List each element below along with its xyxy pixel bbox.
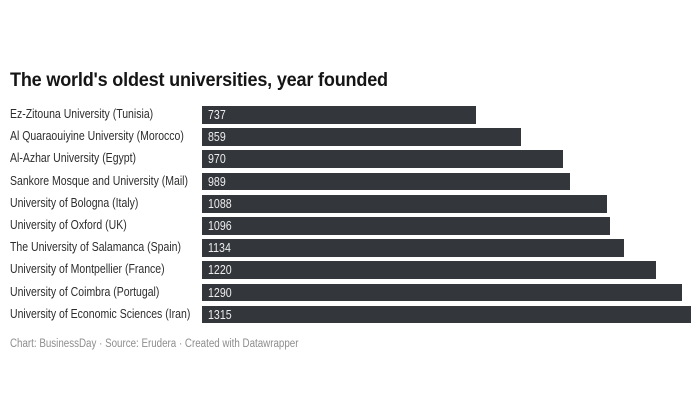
value-label: 1315 bbox=[208, 307, 232, 322]
category-label: University of Coimbra (Portugal) bbox=[10, 284, 160, 299]
value-label: 859 bbox=[208, 130, 226, 145]
category-label: The University of Salamanca (Spain) bbox=[10, 240, 181, 255]
value-label: 970 bbox=[208, 152, 226, 167]
category-label: Ez-Zitouna University (Tunisia) bbox=[10, 107, 154, 121]
chart-row: Sankore Mosque and University (Mail) 989 bbox=[0, 172, 700, 195]
chart-row: University of Economic Sciences (Iran) 13… bbox=[0, 305, 700, 328]
value-label: 1220 bbox=[208, 263, 232, 278]
bar: 737 bbox=[202, 106, 477, 124]
chart-row: Al-Azhar University (Egypt) 970 bbox=[0, 150, 700, 172]
chart-row: University of Bologna (Italy) 1088 bbox=[0, 194, 700, 217]
value-label: 989 bbox=[208, 174, 226, 189]
value-label: 1134 bbox=[208, 241, 231, 256]
category-label: University of Economic Sciences (Iran) bbox=[10, 306, 191, 321]
value-label: 1290 bbox=[208, 285, 232, 300]
bar: 1290 bbox=[202, 283, 682, 302]
bar: 1315 bbox=[202, 305, 691, 324]
bar: 1088 bbox=[202, 194, 607, 213]
bar-chart: Ez-Zitouna University (Tunisia) 737 Al Qua… bbox=[0, 106, 700, 328]
category-label: Sankore Mosque and University (Mail) bbox=[10, 173, 188, 188]
category-label: Al-Azhar University (Egypt) bbox=[10, 151, 137, 166]
bar: 1096 bbox=[202, 216, 610, 235]
bar: 989 bbox=[202, 172, 570, 191]
value-label: 1088 bbox=[208, 196, 232, 211]
category-label: University of Montpellier (France) bbox=[10, 262, 165, 277]
value-label: 1096 bbox=[208, 218, 232, 233]
chart-row: Al Quaraouiyine University (Morocco) 859 bbox=[0, 128, 700, 150]
bar: 859 bbox=[202, 128, 522, 146]
category-label: Al Quaraouiyine University (Morocco) bbox=[10, 129, 184, 144]
chart-row: The University of Salamanca (Spain) 1134 bbox=[0, 239, 700, 261]
bar: 1134 bbox=[202, 239, 624, 257]
chart-row: Ez-Zitouna University (Tunisia) 737 bbox=[0, 106, 700, 128]
category-label: University of Oxford (UK) bbox=[10, 217, 127, 232]
chart-row: University of Montpellier (France) 1220 bbox=[0, 261, 700, 283]
chart-credit: Chart: BusinessDay · Source: Erudera · C… bbox=[10, 338, 299, 350]
value-label: 737 bbox=[208, 108, 226, 122]
chart-title: The world's oldest universities, year fo… bbox=[10, 70, 388, 91]
chart-row: University of Oxford (UK) 1096 bbox=[0, 216, 700, 239]
category-label: University of Bologna (Italy) bbox=[10, 195, 139, 210]
chart-row: University of Coimbra (Portugal) 1290 bbox=[0, 283, 700, 306]
bar: 1220 bbox=[202, 261, 656, 280]
bar: 970 bbox=[202, 150, 563, 169]
